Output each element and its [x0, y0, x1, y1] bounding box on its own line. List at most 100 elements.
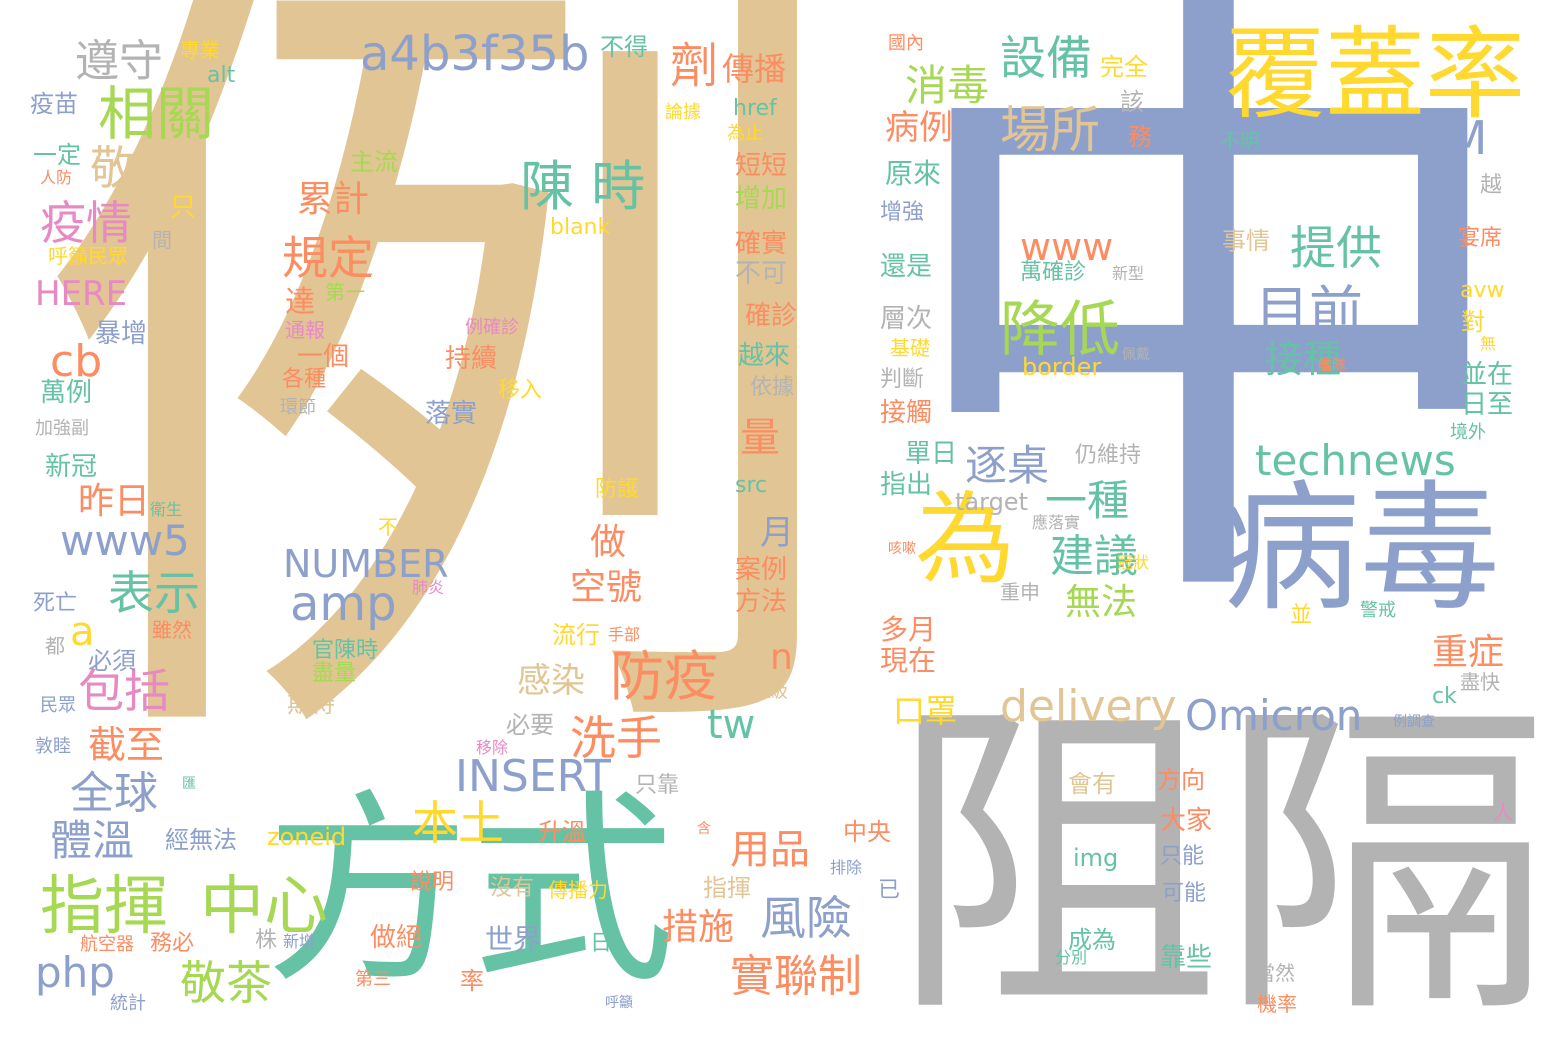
word-han: 含 — [697, 821, 711, 837]
word-alt: alt — [207, 63, 236, 88]
word-target: target — [955, 488, 1028, 516]
word-jingwufa: 經無法 — [165, 826, 237, 854]
word-jian: 間 — [152, 228, 172, 252]
word-bingdu: 病毒 — [1220, 468, 1501, 631]
word-paichu: 排除 — [830, 858, 863, 877]
word-ren: 人 — [1493, 800, 1513, 824]
word-jingjiu: 敬酒 — [90, 141, 182, 195]
word-amp: amp — [290, 576, 397, 632]
word-suiran: 雖然 — [152, 618, 192, 642]
word-zhuozhuo: 逐桌 — [965, 441, 1050, 490]
word-jinkuai: 盡快 — [1460, 670, 1500, 694]
word-disan: 第三 — [355, 969, 391, 990]
word-jianyi: 建議 — [1050, 531, 1138, 582]
word-shijie: 世界 — [485, 923, 542, 956]
word-zhi: 只 — [170, 193, 197, 223]
word-a4b3: a4b3f35b — [360, 26, 590, 82]
word-leiji: 累計 — [297, 179, 370, 220]
word-tw: tw — [707, 702, 756, 748]
word-baozeng: 暴增 — [95, 319, 148, 349]
word-liang: 量 — [740, 415, 780, 461]
word-tiwen: 體溫 — [50, 816, 135, 865]
word-yongpin: 用品 — [730, 827, 810, 873]
word-xinzeng: 新增 — [283, 932, 316, 951]
word-zengjia: 增加 — [735, 184, 788, 214]
word-zuori: 昨日 — [78, 481, 151, 522]
word-panduan: 判斷 — [880, 367, 925, 392]
word-avw: avw — [1460, 278, 1505, 303]
word-kesou: 咳嗽 — [888, 541, 916, 557]
word-a: a — [70, 609, 95, 655]
word-jilv: 機率 — [1257, 992, 1297, 1016]
word-yuan: 越 — [1480, 173, 1503, 198]
word-shengwen: 升溫 — [538, 818, 586, 846]
word-ri: 日 — [590, 931, 613, 956]
word-bentu: 本土 — [412, 796, 504, 850]
word-yuanlai: 原來 — [885, 157, 942, 190]
word-lv: 率 — [460, 967, 484, 995]
word-mubiao: 目前 — [1255, 280, 1363, 343]
word-zuge: 阻隔 — [890, 673, 1548, 1052]
word-jinliang: 盡量 — [312, 661, 357, 686]
word-kaoxie: 靠些 — [1160, 943, 1213, 973]
word-li: 例 — [30, 0, 860, 848]
word-shebei: 設備 — [1000, 31, 1092, 85]
word-bingzai: 並在 — [1461, 360, 1514, 390]
word-here: HERE — [35, 274, 128, 314]
word-fangshi: 方式 — [265, 773, 675, 1011]
word-zoneid: zoneid — [267, 823, 347, 851]
word-php: php — [35, 948, 115, 997]
word-xinxing: 新型 — [1112, 264, 1145, 283]
word-jiangdi: 降低 — [1000, 295, 1120, 365]
word-href: href — [733, 96, 777, 121]
word-qidai: 期待 — [287, 690, 335, 718]
word-guanzhuang: 冠狀 — [1117, 553, 1150, 572]
word-siwang: 死亡 — [33, 591, 78, 616]
word-yiding: 一定 — [33, 141, 81, 169]
word-wei: 為 — [915, 481, 1015, 598]
word-bingli: 病例 — [885, 108, 953, 148]
word-zhong: 中 — [890, 0, 1530, 682]
word-zhu: 株 — [255, 928, 278, 953]
word-technews: technews — [1255, 436, 1456, 485]
word-zhongxin: 中心 — [200, 870, 328, 944]
word-www: www — [1020, 225, 1114, 269]
word-xiaodu: 消毒 — [905, 61, 990, 110]
word-feiyan: 肺炎 — [412, 578, 445, 597]
word-dangran: 當然 — [1255, 961, 1295, 985]
word-yiju: 依據 — [750, 375, 795, 400]
word-fangxiang: 方向 — [1157, 766, 1205, 794]
word-zunshou: 遵守 — [75, 36, 163, 87]
word-weizhi: 為止 — [727, 123, 763, 144]
word-weisheng: 衛生 — [150, 500, 183, 519]
word-wufa: 無法 — [1065, 582, 1138, 623]
word-zhuliu: 主流 — [350, 148, 398, 176]
word-hui: 匯 — [182, 776, 196, 792]
word-xiangguan: 相關 — [98, 80, 215, 148]
word-keneng: 可能 — [1162, 881, 1207, 906]
word-guonei: 國內 — [888, 33, 924, 54]
word-number: NUMBER — [283, 542, 449, 586]
word-cengci: 層次 — [880, 304, 933, 334]
word-chuanbo: 傳播 — [722, 50, 787, 88]
word-yichu: 移除 — [476, 738, 509, 757]
word-kong: 空號 — [570, 567, 643, 608]
word-zhuanye: 專業 — [180, 38, 220, 62]
word-wu2: 無 — [1480, 334, 1497, 353]
word-zhongzheng: 重症 — [1432, 632, 1505, 673]
word-bixu: 必須 — [88, 647, 136, 675]
word-huyu2: 呼籲 — [605, 995, 633, 1011]
word-fangfa: 方法 — [735, 587, 788, 617]
word-border: border — [1022, 353, 1102, 381]
word-chixu: 持續 — [445, 344, 498, 374]
word-erji: 二級 — [748, 678, 788, 702]
word-changsuo: 場所 — [1000, 101, 1100, 159]
word-budui: 艦隊 — [1318, 358, 1346, 374]
word-random: RANDOM — [1280, 111, 1488, 165]
word-n: n — [770, 637, 793, 678]
word-yue: 月 — [760, 513, 794, 553]
word-zhikao: 只靠 — [635, 773, 680, 798]
word-fenbie: 分別 — [1055, 948, 1088, 967]
word-haishi: 還是 — [880, 252, 933, 282]
